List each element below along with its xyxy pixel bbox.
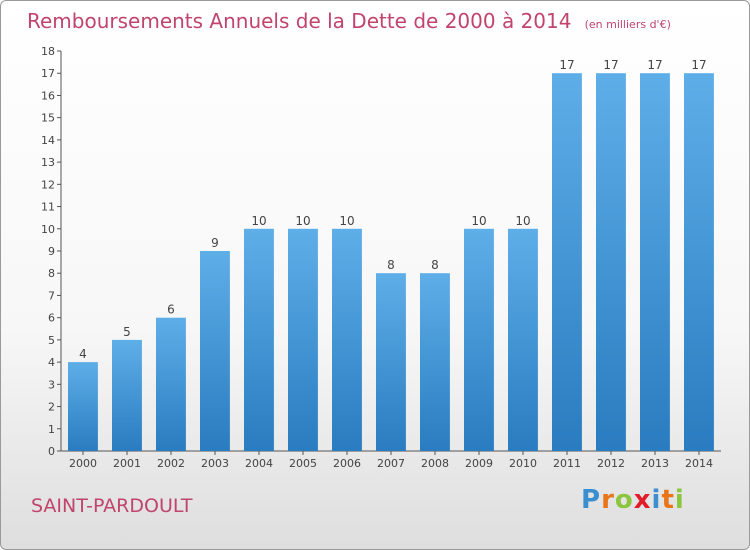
x-tick-label: 2014 [685, 457, 713, 470]
chart-bars: 4 5 6 9 10 10 10 8 8 10 10 17 17 17 17 [68, 58, 714, 451]
bar-value-label: 17 [647, 58, 662, 72]
bar [376, 273, 406, 451]
logo-letter: o [614, 485, 634, 515]
x-tick-label: 2010 [509, 457, 537, 470]
bar [112, 339, 142, 451]
commune-name: SAINT-PARDOULT [31, 495, 193, 517]
x-tick-label: 2004 [245, 457, 273, 470]
bar [156, 317, 186, 451]
bar [596, 73, 626, 451]
bar-value-label: 4 [79, 347, 87, 361]
x-tick-label: 2009 [465, 457, 493, 470]
y-tick-label: 14 [41, 134, 55, 147]
bar [464, 228, 494, 451]
chart-unit: (en milliers d'€) [584, 18, 671, 31]
bar-value-label: 10 [471, 214, 486, 228]
y-tick-label: 3 [48, 378, 55, 391]
chart-title: Remboursements Annuels de la Dette de 20… [27, 9, 572, 33]
proxiti-logo: Proxiti [581, 485, 685, 515]
bar-value-label: 8 [431, 258, 439, 272]
y-tick-label: 6 [48, 312, 55, 325]
x-tick-label: 2003 [201, 457, 229, 470]
y-tick-label: 4 [48, 356, 55, 369]
bar-value-label: 17 [559, 58, 574, 72]
x-tick-label: 2012 [597, 457, 625, 470]
bar [288, 228, 318, 451]
y-tick-label: 18 [41, 45, 55, 58]
y-tick-label: 8 [48, 267, 55, 280]
logo-letter: i [674, 485, 685, 515]
x-tick-label: 2007 [377, 457, 405, 470]
y-tick-label: 2 [48, 401, 55, 414]
bar [508, 228, 538, 451]
logo-letter: P [581, 485, 602, 515]
bar-value-label: 5 [123, 325, 131, 339]
logo-letter: t [661, 485, 675, 515]
bar [200, 251, 230, 451]
y-tick-label: 12 [41, 178, 55, 191]
bar [684, 73, 714, 451]
bar-value-label: 17 [691, 58, 706, 72]
y-tick-label: 11 [41, 201, 55, 214]
bar-value-label: 10 [339, 214, 354, 228]
y-tick-label: 1 [48, 423, 55, 436]
x-tick-label: 2005 [289, 457, 317, 470]
bar [420, 273, 450, 451]
y-tick-label: 0 [48, 445, 55, 458]
y-tick-label: 13 [41, 156, 55, 169]
chart-title-block: Remboursements Annuels de la Dette de 20… [27, 9, 671, 33]
bar [244, 228, 274, 451]
x-tick-label: 2000 [69, 457, 97, 470]
logo-letter: r [601, 485, 615, 515]
x-tick-label: 2008 [421, 457, 449, 470]
bar-value-label: 9 [211, 236, 219, 250]
bar-value-label: 6 [167, 303, 175, 317]
y-tick-label: 15 [41, 112, 55, 125]
y-tick-label: 7 [48, 289, 55, 302]
bar [640, 73, 670, 451]
bar [68, 362, 98, 451]
y-tick-label: 5 [48, 334, 55, 347]
x-tick-label: 2006 [333, 457, 361, 470]
y-tick-label: 17 [41, 67, 55, 80]
bar [552, 73, 582, 451]
logo-letter: x [633, 485, 652, 515]
x-tick-label: 2002 [157, 457, 185, 470]
bar-value-label: 10 [295, 214, 310, 228]
x-tick-label: 2013 [641, 457, 669, 470]
bar-value-label: 17 [603, 58, 618, 72]
y-tick-label: 10 [41, 223, 55, 236]
bar [332, 228, 362, 451]
bar-value-label: 10 [251, 214, 266, 228]
x-tick-label: 2001 [113, 457, 141, 470]
bar-value-label: 8 [387, 258, 395, 272]
bar-value-label: 10 [515, 214, 530, 228]
y-tick-label: 9 [48, 245, 55, 258]
y-tick-label: 16 [41, 89, 55, 102]
x-tick-label: 2011 [553, 457, 581, 470]
logo-letter: i [651, 485, 662, 515]
